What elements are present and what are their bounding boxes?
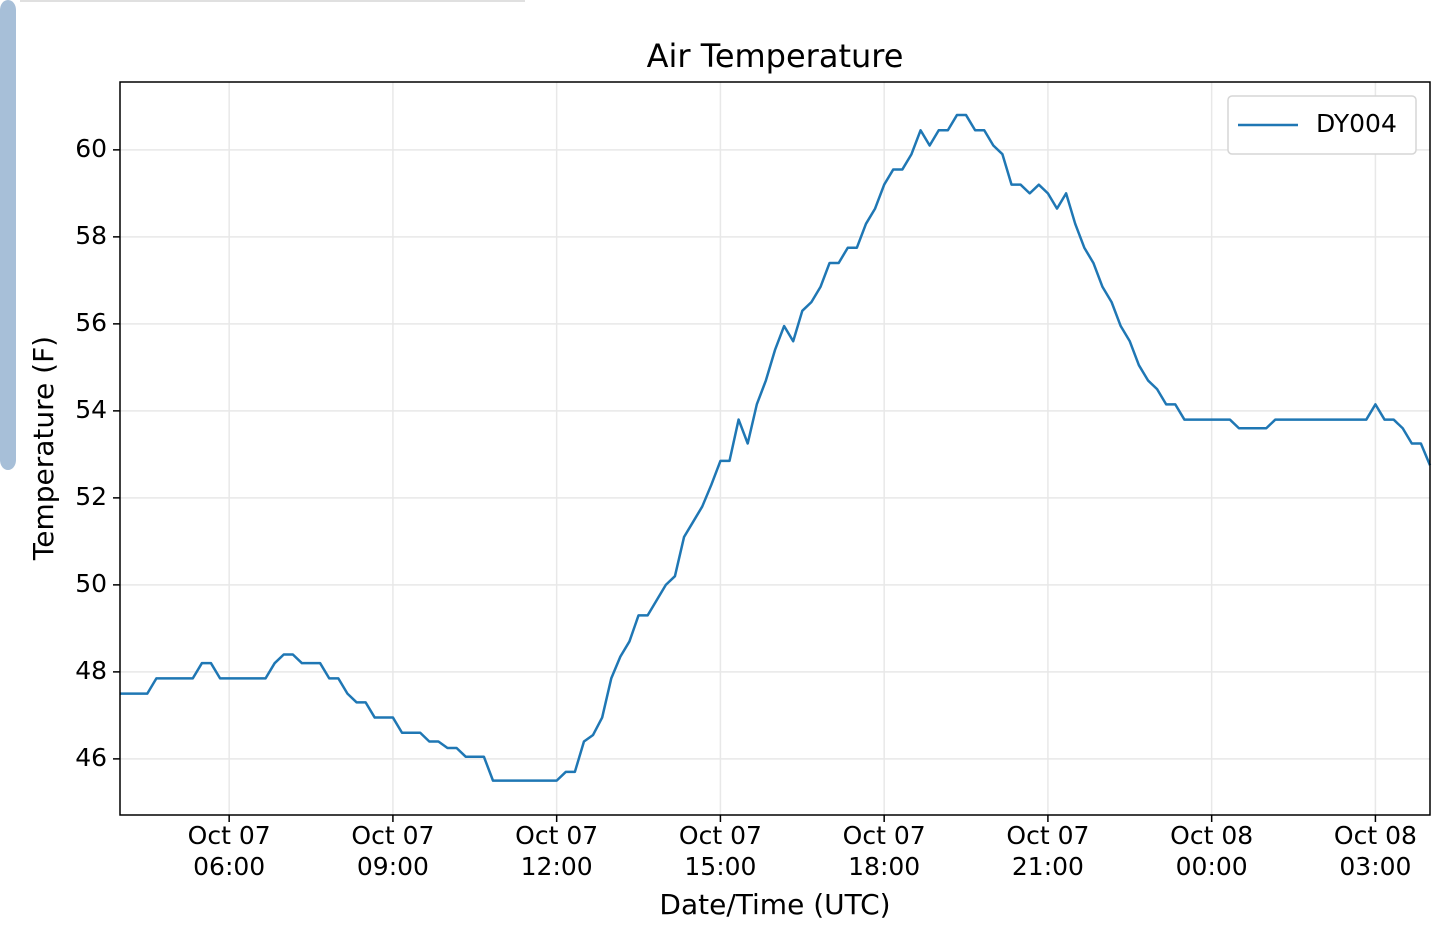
x-tick-label: Oct 08 bbox=[1334, 821, 1417, 850]
x-tick-label: 21:00 bbox=[1012, 852, 1084, 881]
x-tick-label: Oct 07 bbox=[351, 821, 434, 850]
x-tick-label: 09:00 bbox=[357, 852, 429, 881]
x-tick-label: Oct 07 bbox=[515, 821, 598, 850]
side-panel bbox=[0, 0, 16, 470]
x-axis-label: Date/Time (UTC) bbox=[659, 888, 890, 921]
y-tick-label: 60 bbox=[75, 134, 107, 163]
y-tick-label: 50 bbox=[75, 569, 107, 598]
x-tick-label: 12:00 bbox=[521, 852, 593, 881]
y-tick-label: 46 bbox=[75, 743, 107, 772]
y-tick-label: 52 bbox=[75, 482, 107, 511]
data-line bbox=[120, 113, 1432, 782]
x-tick-label: 18:00 bbox=[848, 852, 920, 881]
y-tick-label: 48 bbox=[75, 656, 107, 685]
x-tick-label: 00:00 bbox=[1176, 852, 1248, 881]
y-tick-label: 58 bbox=[75, 221, 107, 250]
y-axis-label: Temperature (F) bbox=[27, 336, 60, 561]
plot-frame bbox=[119, 81, 1431, 816]
legend-box bbox=[1227, 95, 1417, 155]
x-tick-label: Oct 07 bbox=[1006, 821, 1089, 850]
x-tick-label: 15:00 bbox=[684, 852, 756, 881]
x-tick-label: 03:00 bbox=[1339, 852, 1411, 881]
x-tick-label: 06:00 bbox=[193, 852, 265, 881]
x-tick-label: Oct 07 bbox=[679, 821, 762, 850]
x-tick-label: Oct 08 bbox=[1170, 821, 1253, 850]
y-tick-label: 54 bbox=[75, 395, 107, 424]
x-tick-label: Oct 07 bbox=[843, 821, 926, 850]
chart-title: Air Temperature bbox=[647, 37, 904, 75]
legend-label: DY004 bbox=[1316, 109, 1397, 138]
y-tick-label: 56 bbox=[75, 308, 107, 337]
x-tick-label: Oct 07 bbox=[188, 821, 271, 850]
